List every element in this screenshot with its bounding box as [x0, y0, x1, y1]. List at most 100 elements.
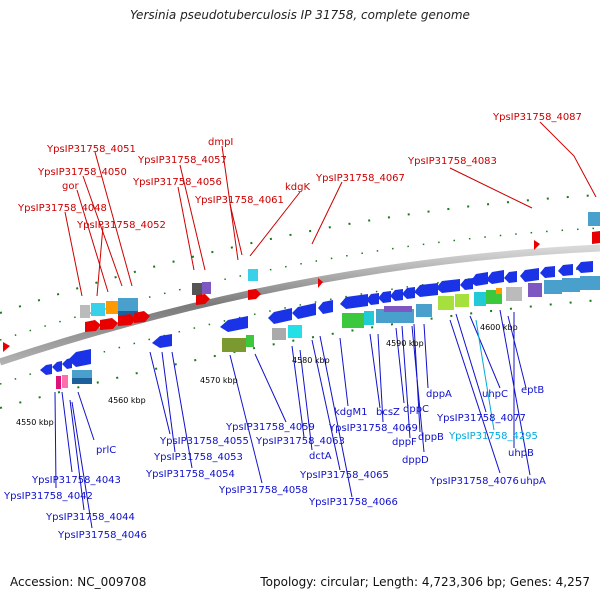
gene-label[interactable]: dppF — [392, 437, 417, 448]
gene-label[interactable]: kdgM1 — [334, 407, 367, 418]
gene-box[interactable] — [438, 296, 454, 310]
forward-gene-arrow[interactable] — [248, 289, 261, 300]
gene-label[interactable]: YpsIP31758_4046 — [57, 530, 147, 541]
reverse-gene-arrow[interactable] — [460, 278, 473, 290]
gene-label[interactable]: YpsIP31758_4051 — [46, 144, 136, 155]
gene-box[interactable] — [588, 212, 600, 226]
gene-label[interactable]: YpsIP31758_4043 — [31, 475, 121, 486]
forward-gene-arrow[interactable] — [318, 278, 323, 288]
gene-label[interactable]: dctA — [309, 451, 332, 462]
gene-label[interactable]: prlC — [96, 445, 116, 456]
gene-label[interactable]: YpsIP31758_4063 — [255, 436, 345, 447]
gene-box[interactable] — [580, 276, 600, 290]
gene-box[interactable] — [91, 303, 105, 316]
gene-box[interactable] — [528, 283, 542, 297]
reverse-gene-arrow[interactable] — [414, 283, 438, 297]
gene-label[interactable]: YpsIP31758_4052 — [76, 220, 166, 231]
gene-box[interactable] — [72, 378, 92, 384]
reverse-gene-arrow[interactable] — [436, 279, 460, 293]
reverse-gene-arrow[interactable] — [520, 268, 539, 282]
reverse-gene-arrow[interactable] — [152, 334, 172, 348]
gene-label[interactable]: bcsZ — [376, 407, 400, 418]
gene-label[interactable]: eptB — [521, 385, 544, 396]
reverse-gene-arrow[interactable] — [292, 303, 316, 319]
gene-label[interactable]: YpsIP31758_4069 — [328, 423, 418, 434]
reverse-gene-arrow[interactable] — [378, 291, 391, 303]
gene-label[interactable]: gor — [62, 181, 79, 192]
gene-box[interactable] — [288, 325, 302, 338]
gene-label[interactable]: uhpA — [520, 476, 546, 487]
gene-box[interactable] — [416, 304, 432, 317]
gene-label[interactable]: uhpC — [482, 389, 508, 400]
reverse-gene-arrow[interactable] — [504, 271, 517, 283]
gene-box[interactable] — [118, 311, 138, 317]
gene-label[interactable]: YpsIP31758_4065 — [299, 470, 389, 481]
gene-box[interactable] — [118, 298, 138, 311]
reverse-gene-arrow[interactable] — [486, 270, 504, 284]
gene-label[interactable]: YpsIP31758_4056 — [132, 177, 222, 188]
gene-box[interactable] — [192, 283, 202, 295]
gene-label[interactable]: kdgK — [285, 182, 310, 193]
gene-label[interactable]: dmpI — [208, 137, 233, 148]
reverse-gene-arrow[interactable] — [220, 316, 248, 332]
gene-label[interactable]: dppB — [418, 432, 444, 443]
gene-box[interactable] — [376, 309, 414, 323]
gene-label[interactable]: YpsIP31758_4066 — [308, 497, 398, 508]
gene-label-highlight[interactable]: YpsIP31758_4295 — [448, 431, 538, 442]
gene-box[interactable] — [364, 311, 374, 325]
gene-box[interactable] — [506, 287, 522, 301]
forward-gene-arrow[interactable] — [3, 342, 10, 352]
gene-box[interactable] — [455, 294, 469, 307]
reverse-gene-arrow[interactable] — [68, 349, 91, 367]
gene-label[interactable]: YpsIP31758_4048 — [17, 203, 107, 214]
reverse-gene-arrow[interactable] — [576, 261, 593, 273]
gene-label[interactable]: YpsIP31758_4053 — [153, 452, 243, 463]
gene-label[interactable]: uhpB — [508, 448, 534, 459]
forward-gene-arrow[interactable] — [534, 240, 540, 250]
forward-gene-arrow[interactable] — [100, 318, 118, 330]
gene-label[interactable]: YpsIP31758_4054 — [145, 469, 235, 480]
gene-box[interactable] — [474, 292, 486, 306]
gene-label[interactable]: dppC — [403, 404, 429, 415]
gene-box[interactable] — [246, 335, 254, 347]
reverse-gene-arrow[interactable] — [52, 361, 62, 372]
gene-label[interactable]: YpsIP31758_4058 — [218, 485, 308, 496]
gene-label[interactable]: YpsIP31758_4044 — [45, 512, 135, 523]
gene-box[interactable] — [562, 278, 580, 292]
gene-label[interactable]: YpsIP31758_4055 — [159, 436, 249, 447]
gene-label[interactable]: YpsIP31758_4057 — [137, 155, 227, 166]
reverse-gene-arrow[interactable] — [318, 300, 333, 314]
gene-label[interactable]: dppD — [402, 455, 429, 466]
gene-label[interactable]: YpsIP31758_4076 — [429, 476, 519, 487]
forward-gene-arrow[interactable] — [196, 294, 210, 305]
gene-label[interactable]: YpsIP31758_4059 — [225, 422, 315, 433]
reverse-gene-arrow[interactable] — [390, 289, 403, 301]
gene-box[interactable] — [384, 306, 412, 312]
gene-label[interactable]: YpsIP31758_4077 — [436, 413, 526, 424]
forward-gene-arrow[interactable] — [134, 311, 150, 323]
reverse-gene-arrow[interactable] — [366, 293, 379, 305]
gene-label[interactable]: dppA — [426, 389, 452, 400]
gene-box[interactable] — [80, 305, 90, 318]
forward-gene-arrow[interactable] — [85, 320, 101, 332]
reverse-gene-arrow[interactable] — [268, 308, 292, 324]
gene-box[interactable] — [272, 328, 286, 340]
gene-label[interactable]: YpsIP31758_4061 — [194, 195, 284, 206]
reverse-gene-arrow[interactable] — [540, 266, 555, 278]
reverse-gene-arrow[interactable] — [558, 264, 573, 276]
forward-gene-arrow[interactable] — [592, 231, 600, 244]
gene-label[interactable]: YpsIP31758_4050 — [37, 167, 127, 178]
gene-box[interactable] — [544, 280, 562, 294]
gene-box[interactable] — [56, 376, 61, 389]
gene-label[interactable]: YpsIP31758_4083 — [407, 156, 497, 167]
reverse-gene-arrow[interactable] — [340, 294, 368, 309]
gene-box[interactable] — [496, 288, 502, 294]
gene-label[interactable]: YpsIP31758_4042 — [3, 491, 93, 502]
gene-box[interactable] — [248, 269, 258, 281]
gene-box[interactable] — [62, 375, 68, 388]
gene-box[interactable] — [342, 313, 364, 328]
reverse-gene-arrow[interactable] — [402, 287, 415, 299]
gene-box[interactable] — [106, 301, 118, 314]
reverse-gene-arrow[interactable] — [470, 272, 488, 286]
gene-box[interactable] — [222, 338, 246, 352]
